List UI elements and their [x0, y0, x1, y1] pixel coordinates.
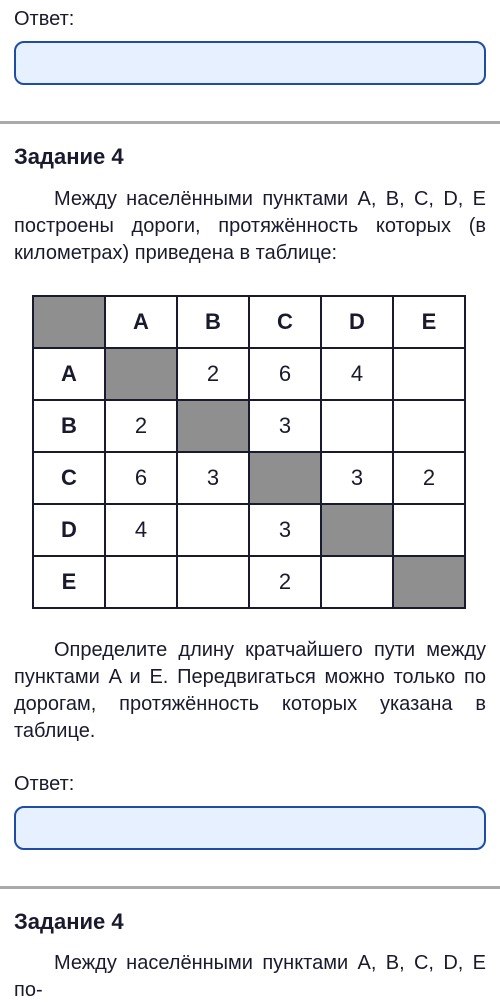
table-row-header: A [33, 348, 105, 400]
answer-label: Ответ: [14, 6, 486, 33]
distance-table: ABCDEA264B23C6332D43E2 [32, 295, 466, 609]
table-cell: 4 [321, 348, 393, 400]
table-cell: 6 [105, 452, 177, 504]
table-row-header: E [33, 556, 105, 608]
table-col-header: D [321, 296, 393, 348]
table-cell [105, 348, 177, 400]
table-row-header: C [33, 452, 105, 504]
table-cell [321, 556, 393, 608]
answer-input-task4[interactable] [14, 806, 486, 850]
table-cell [177, 556, 249, 608]
table-col-header: B [177, 296, 249, 348]
answer-input-prev[interactable] [14, 41, 486, 85]
task-divider [0, 886, 500, 889]
table-cell [177, 400, 249, 452]
table-corner [33, 296, 105, 348]
table-cell: 2 [105, 400, 177, 452]
task-title: Задание 4 [14, 142, 486, 172]
table-cell: 3 [249, 504, 321, 556]
table-cell [321, 504, 393, 556]
answer-block-task4: Ответ: [0, 765, 500, 868]
task-divider [0, 121, 500, 124]
task-intro-text: Между населёнными пунктами A, B, C, D, E… [14, 186, 486, 267]
table-cell [177, 504, 249, 556]
table-cell: 3 [321, 452, 393, 504]
table-cell [393, 348, 465, 400]
table-cell: 3 [177, 452, 249, 504]
table-row-header: D [33, 504, 105, 556]
table-cell [393, 556, 465, 608]
table-cell [105, 556, 177, 608]
table-cell: 4 [105, 504, 177, 556]
table-cell: 3 [249, 400, 321, 452]
answer-block-prev: Ответ: [0, 0, 500, 103]
table-cell: 2 [177, 348, 249, 400]
task-next-peek: Задание 4 Между населёнными пунктами A, … [0, 907, 500, 1004]
table-cell [393, 504, 465, 556]
table-cell [321, 400, 393, 452]
table-col-header: E [393, 296, 465, 348]
task-question-text: Определите длину кратчайшего пути между … [14, 637, 486, 745]
task-title-next: Задание 4 [14, 907, 486, 937]
table-col-header: A [105, 296, 177, 348]
table-cell [249, 452, 321, 504]
table-cell [393, 400, 465, 452]
table-cell: 2 [249, 556, 321, 608]
task-4: Задание 4 Между населёнными пунктами A, … [0, 142, 500, 745]
answer-label: Ответ: [14, 771, 486, 798]
table-row-header: B [33, 400, 105, 452]
table-cell: 6 [249, 348, 321, 400]
table-col-header: C [249, 296, 321, 348]
table-cell: 2 [393, 452, 465, 504]
task-next-snippet: Между населёнными пунктами A, B, C, D, E… [14, 950, 486, 1004]
